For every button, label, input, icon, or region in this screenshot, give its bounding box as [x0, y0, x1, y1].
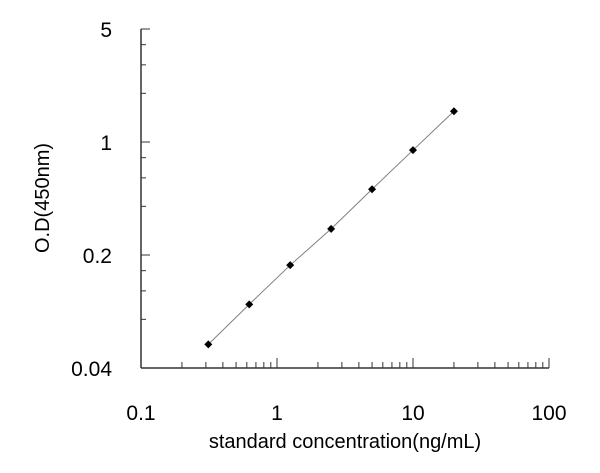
- x-tick-label: 0.1: [126, 402, 155, 425]
- y-tick-label: 0.04: [71, 358, 112, 381]
- data-point-marker: [368, 185, 377, 194]
- y-axis-tick-labels: 5 1 0.2 0.04: [71, 19, 112, 381]
- data-point-marker: [327, 224, 336, 233]
- x-axis-title: standard concentration(ng/mL): [209, 431, 481, 453]
- y-axis-title: O.D(450nm): [32, 143, 54, 253]
- data-points: [204, 107, 458, 349]
- y-tick-label: 5: [100, 19, 112, 42]
- axes: [140, 28, 550, 369]
- x-axis-tick-labels: 0.1 1 10 100: [126, 402, 566, 425]
- data-point-marker: [245, 300, 254, 309]
- x-tick-label: 1: [271, 402, 283, 425]
- y-tick-label: 0.2: [83, 245, 112, 268]
- data-point-marker: [449, 107, 458, 116]
- data-point-marker: [204, 340, 213, 349]
- data-point-marker: [286, 261, 295, 270]
- y-tick-label: 1: [100, 132, 112, 155]
- x-tick-label: 10: [401, 402, 424, 425]
- data-point-marker: [409, 146, 417, 155]
- x-tick-label: 100: [531, 402, 566, 425]
